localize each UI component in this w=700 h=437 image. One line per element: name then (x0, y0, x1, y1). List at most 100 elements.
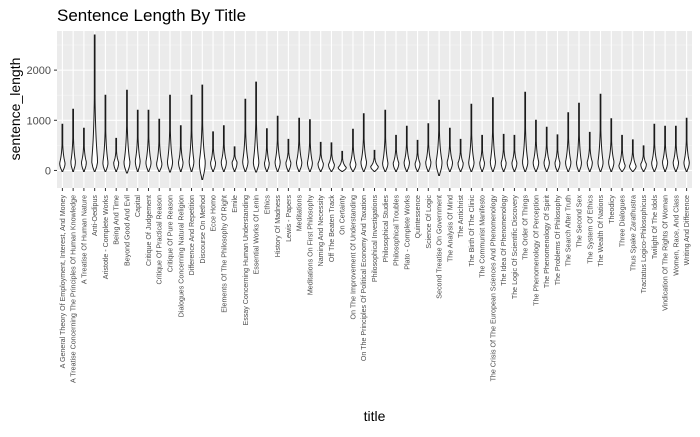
x-tick-label: Naming And Necessity (317, 195, 325, 267)
violin-10 (166, 94, 174, 173)
violin-5 (113, 137, 120, 172)
x-tick-label: A Treatise Of Human Nature (80, 195, 88, 284)
violin-58 (683, 117, 690, 172)
violin-18 (252, 81, 260, 173)
violin-23 (306, 119, 313, 172)
x-tick-label: Quintessence (414, 195, 422, 238)
violin-7 (134, 109, 141, 172)
violin-46 (554, 134, 561, 172)
violin-53 (628, 139, 637, 172)
x-tick-label: Writing And Difference (683, 195, 691, 265)
x-tick-label: The System Of Ethics (586, 195, 594, 264)
violin-9 (156, 118, 163, 172)
violin-43 (522, 91, 529, 172)
x-tick-label: The Problems Of Philosophy (554, 195, 562, 286)
violin-13 (198, 84, 206, 180)
x-tick-label: Meditations On First Philosophy (306, 195, 314, 296)
violin-2 (81, 127, 87, 172)
x-tick-label: Beyond Good And Evil (123, 195, 131, 266)
x-tick-label: The Communist Manifesto (479, 195, 487, 278)
x-tick-label: Critique Of Pure Reason (167, 195, 175, 272)
x-tick-label: Essay Concerning Human Understanding (242, 195, 250, 326)
violin-33 (414, 139, 421, 172)
x-tick-label: Plato - Complete Works (403, 195, 411, 270)
violin-38 (468, 103, 475, 172)
violin-45 (543, 126, 550, 172)
x-tick-label: The Birth Of The Clinic (468, 195, 476, 267)
x-tick-label: Second Treatise On Government (436, 195, 444, 299)
violin-47 (565, 112, 572, 172)
x-tick-label: The Wealth Of Nations (597, 195, 605, 267)
violin-49 (586, 131, 593, 172)
violin-20 (274, 115, 281, 172)
x-tick-label: Being And Time (113, 195, 121, 245)
violin-19 (264, 128, 270, 172)
x-tick-label: Vindication Of The Rights Of Woman (662, 195, 670, 311)
y-axis: 0 1000 2000 (27, 65, 57, 177)
violin-12 (188, 94, 195, 172)
violin-41 (500, 133, 507, 172)
violin-37 (457, 138, 464, 172)
x-tick-label: On The Principles Of Political Economy A… (360, 195, 368, 361)
x-tick-label: Capital (134, 195, 142, 218)
x-tick-label: The Phenomenology Of Spirit (543, 195, 551, 288)
violin-39 (479, 134, 485, 172)
x-tick-label: History Of Madness (274, 195, 282, 258)
violin-1 (70, 108, 76, 172)
y-tick-label: 1000 (27, 115, 51, 127)
x-tick-label: Discourse On Method (199, 195, 207, 264)
x-tick-label: Ethics (263, 195, 271, 215)
x-tick-label: Dialogues Concerning Natural Religion (177, 195, 185, 317)
violin-40 (489, 97, 496, 172)
x-tick-label: Aristotle - Complete Works (102, 195, 110, 280)
x-tick-label: On The Improvement Of Understanding (349, 195, 357, 320)
x-tick-label: Lewis - Papers (285, 195, 293, 242)
violin-22 (295, 117, 303, 172)
violin-6 (123, 89, 131, 174)
x-tick-label: The Logic Of Scientific Discovery (511, 195, 519, 300)
x-tick-label: Three Dialogues (619, 195, 627, 248)
violin-31 (392, 134, 400, 172)
violin-3 (91, 34, 99, 172)
violin-16 (231, 146, 238, 172)
violin-56 (662, 125, 669, 172)
x-tick-label: Philosophical Troubles (393, 195, 401, 266)
violin-28 (360, 113, 368, 172)
x-tick-label: Science Of Logic (425, 195, 433, 249)
x-tick-label: Critique Of Judgement (145, 195, 153, 266)
x-tick-label: Ecce Homo (210, 195, 218, 232)
x-tick-label: The Phenomenology Of Perception (532, 195, 540, 306)
x-tick-label: The Crisis Of The European Sciences And … (489, 195, 497, 382)
x-tick-label: Difference And Repetition (188, 195, 196, 275)
x-tick-label: On Certainty (339, 195, 347, 235)
x-tick-label: Women, Race, And Class (672, 195, 680, 276)
x-tick-label: A General Theory Of Employment, Interest… (59, 195, 67, 369)
x-tick-label: Philosophical Investigations (371, 195, 379, 283)
x-tick-label: Off The Beaten Track (328, 195, 336, 263)
violin-27 (349, 128, 357, 172)
violin-50 (597, 93, 604, 172)
violin-29 (370, 149, 379, 172)
x-tick-label: Meditations (296, 195, 304, 232)
y-tick-label: 0 (45, 165, 51, 177)
violins (59, 34, 690, 180)
violin-32 (403, 125, 410, 172)
x-tick-label: The Search After Truth (565, 195, 573, 266)
x-tick-label: Essential Works Of Lenin (253, 195, 261, 275)
violin-44 (532, 119, 540, 172)
violin-4 (102, 94, 109, 172)
violin-34 (425, 123, 432, 172)
x-tick-label: Anti-Oedipus (91, 195, 99, 236)
violin-54 (640, 145, 647, 172)
violin-55 (651, 123, 658, 172)
x-tick-label: Emile (231, 195, 239, 213)
x-tick-label: The Antichrist (457, 195, 465, 238)
violin-57 (672, 125, 680, 172)
violin-51 (608, 118, 615, 172)
violin-35 (435, 99, 443, 176)
x-tick-label: Philosophical Studies (382, 195, 390, 263)
x-tick-label: A Treatise Concerning The Principles Of … (70, 195, 78, 383)
x-tick-label: Tractatus Logico-Philosophicus (640, 195, 648, 294)
